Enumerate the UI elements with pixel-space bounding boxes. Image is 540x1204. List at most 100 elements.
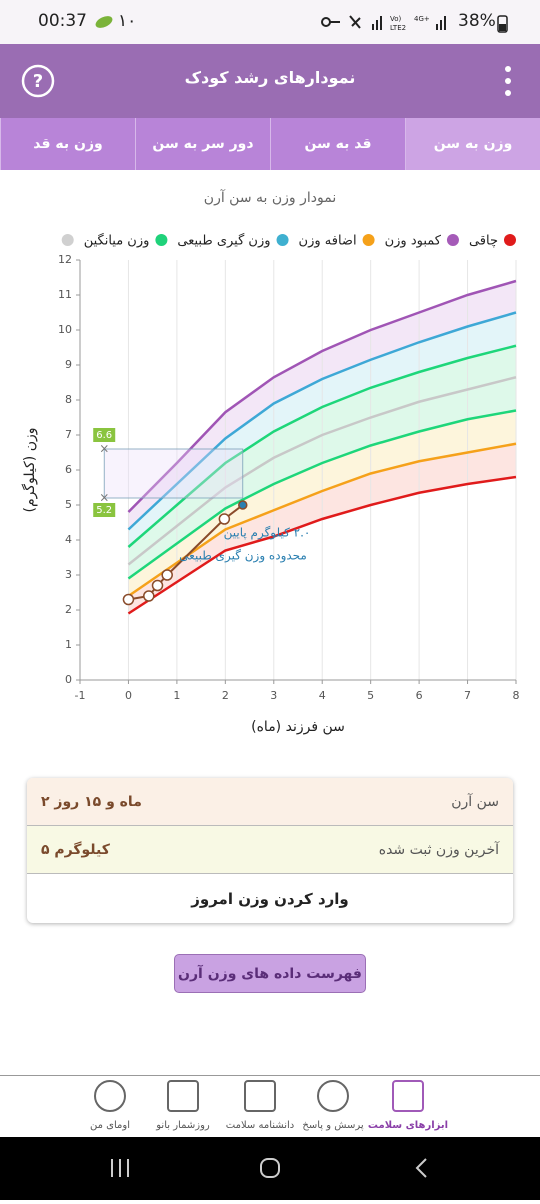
battery-icon	[497, 15, 508, 33]
x-tick-label: -1	[75, 689, 86, 702]
x-tick-label: 8	[513, 689, 520, 702]
tab[interactable]: دور سر به سن	[135, 118, 270, 170]
status-bar: 00:37 ۱۰ 38% Vo) LTE2 4G+	[0, 0, 540, 44]
status-icons: Vo)LTE2 4G+	[321, 15, 446, 32]
legend-dot	[362, 234, 375, 246]
range-tag	[93, 503, 116, 517]
y-tick-label: 0	[65, 673, 72, 686]
y-tick-label: 8	[65, 393, 72, 406]
legend-dot	[155, 234, 168, 246]
info-value: ۲ ماه و ۱۵ روز	[41, 793, 142, 810]
growth-curve	[127, 442, 517, 598]
leaf-icon	[95, 16, 113, 28]
band-fill	[128, 281, 516, 530]
svg-text:Vo): Vo)	[390, 15, 402, 23]
growth-curve	[127, 409, 517, 580]
y-tick-label: 2	[65, 603, 72, 616]
legend-dot	[504, 234, 516, 246]
svg-text:4G+: 4G+	[414, 15, 430, 23]
enter-weight[interactable]: وارد کردن وزن امروز	[191, 889, 349, 908]
legend-dot	[446, 234, 459, 246]
clock: 00:37	[38, 11, 87, 31]
y-tick-label: 1	[65, 638, 72, 651]
child-point	[161, 569, 173, 581]
y-tick-label: 5	[65, 498, 72, 511]
legend-label: اضافه وزن	[299, 234, 357, 249]
tab[interactable]: وزن به قد	[0, 118, 135, 170]
x-tick-label: 5	[367, 689, 374, 702]
y-axis-label: وزن (کیلوگرم)	[21, 428, 38, 513]
y-tick-label: 7	[65, 428, 72, 441]
info-label: سن آرن	[451, 793, 499, 810]
note: ۲.۰ کیلوگرم پایین	[224, 526, 311, 541]
nav-label[interactable]: دانشنامه سلامت	[225, 1120, 295, 1131]
child-point	[143, 590, 155, 602]
info-card: سن آرن ۲ ماه و ۱۵ روز آخرین وزن ثبت شده ۵ ک…	[27, 778, 513, 923]
tab-bar: وزن به سن قد به سن دور سر به سن وزن به قد	[0, 118, 540, 170]
app-title: نمودارهای رشد کودک	[184, 68, 356, 87]
info-label: آخرین وزن ثبت شده	[378, 841, 499, 858]
child-point	[238, 500, 248, 510]
x-tick-label: 3	[270, 689, 277, 702]
battery-text: 38%	[458, 11, 496, 31]
nav-icon	[244, 1080, 276, 1112]
chart-title: نمودار وزن به سن آرن	[204, 189, 336, 206]
info-value: ۵ کیلوگرم	[41, 841, 110, 858]
app-bar: ? نمودارهای رشد کودک	[0, 44, 540, 118]
range-marker: ×	[99, 491, 109, 505]
range-box	[103, 448, 244, 499]
y-tick-label: 10	[58, 323, 72, 336]
x-tick-label: 1	[173, 689, 180, 702]
svg-text:LTE2: LTE2	[390, 24, 406, 32]
growth-curve	[127, 279, 517, 513]
system-nav	[0, 1137, 540, 1200]
y-tick-label: 6	[65, 463, 72, 476]
range-tag-label: 6.6	[96, 430, 112, 441]
nav-label[interactable]: روزشمار بانو	[156, 1120, 210, 1131]
legend-label: وزن میانگین	[84, 233, 150, 249]
help-button[interactable]: ?	[21, 64, 55, 98]
info-row: سن آرن ۲ ماه و ۱۵ روز	[27, 778, 513, 826]
y-tick-label: 12	[58, 253, 72, 266]
y-tick-label: 3	[65, 568, 72, 581]
legend-label: وزن گیری طبیعی	[177, 233, 270, 249]
nav-icon	[317, 1080, 349, 1112]
menu-button[interactable]	[502, 64, 514, 98]
child-point	[218, 513, 231, 525]
tab[interactable]: قد به سن	[270, 118, 405, 170]
x-tick-label: 0	[125, 689, 132, 702]
nav-icon	[392, 1080, 424, 1112]
growth-curve	[127, 311, 517, 531]
x-tick-label: 6	[416, 689, 423, 702]
nav-icon	[94, 1080, 126, 1112]
legend-label: چاقی	[469, 234, 498, 249]
legend-label: کمبود وزن	[385, 234, 442, 249]
legend-dot	[276, 234, 289, 246]
bottom-nav: ابزارهای سلامت پرسش و پاسخ دانشنامه سلامت ر…	[0, 1075, 540, 1138]
chart: نمودار وزن به سن آرن چاقی کمبود وزن اضافه و…	[21, 189, 520, 735]
x-tick-label: 2	[222, 689, 229, 702]
note: محدوده وزن گیری طبیعی	[179, 549, 307, 564]
tab[interactable]: وزن به سن	[405, 118, 540, 170]
range-tag-label: 5.2	[96, 505, 112, 516]
x-tick-label: 7	[464, 689, 471, 702]
list-button[interactable]: فهرست داده های وزن آرن	[174, 954, 366, 993]
nav-label[interactable]: ابزارهای سلامت	[367, 1120, 449, 1131]
range-tag	[93, 428, 116, 442]
growth-curve	[127, 376, 517, 566]
growth-curve	[127, 344, 517, 548]
range-marker: ×	[99, 442, 109, 456]
growth-curve	[127, 475, 517, 615]
nav-label[interactable]: پرسش و پاسخ	[302, 1120, 364, 1131]
y-tick-label: 4	[65, 533, 72, 546]
nav-label[interactable]: اومای من	[90, 1120, 130, 1131]
child-point	[122, 593, 135, 606]
legend-dot	[61, 234, 74, 246]
info-row: آخرین وزن ثبت شده ۵ کیلوگرم	[27, 826, 513, 874]
y-tick-label: 9	[65, 358, 72, 371]
y-tick-label: 11	[58, 288, 72, 301]
x-axis-label: سن فرزند (ماه)	[251, 719, 345, 735]
svg-text:?: ?	[33, 71, 43, 92]
system-buttons	[111, 1158, 427, 1178]
